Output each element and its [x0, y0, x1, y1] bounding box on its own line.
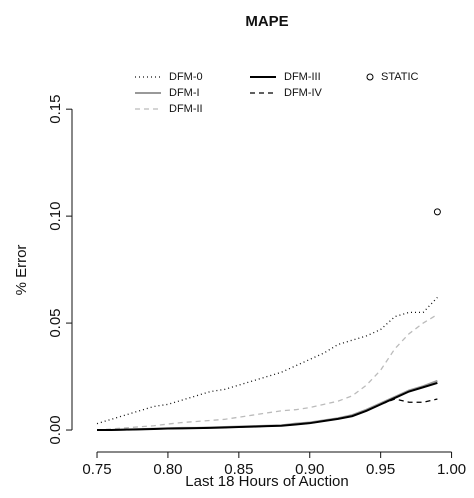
x-tick-label: 1.00: [437, 461, 466, 478]
x-tick-label: 0.85: [224, 461, 253, 478]
legend-label: DFM-IV: [284, 87, 323, 99]
legend-label: DFM-I: [169, 87, 200, 99]
point: [433, 208, 441, 216]
y-axis-label: % Error: [13, 245, 30, 296]
y-tick-label: 0.05: [47, 308, 64, 337]
x-axis-label: Last 18 Hours of Auction: [185, 473, 348, 490]
x-tick-label: 0.75: [82, 461, 111, 478]
series-line: [96, 296, 438, 425]
y-tick-label: 0.00: [47, 415, 64, 444]
legend-marker: [366, 73, 374, 81]
y-tick-label: 0.10: [47, 202, 64, 231]
chart-title: MAPE: [245, 13, 288, 30]
legend-label: DFM-0: [169, 71, 203, 83]
series-line: [97, 382, 438, 432]
legend-label: STATIC: [381, 71, 419, 83]
series-line: [96, 313, 438, 431]
x-tick-label: 0.80: [153, 461, 182, 478]
legend-label: DFM-II: [169, 103, 203, 115]
x-tick-label: 0.95: [366, 461, 395, 478]
y-tick-label: 0.15: [47, 95, 64, 124]
series-line: [97, 379, 438, 432]
series-line: [97, 398, 438, 431]
legend-label: DFM-III: [284, 71, 321, 83]
x-tick-label: 0.90: [295, 461, 324, 478]
